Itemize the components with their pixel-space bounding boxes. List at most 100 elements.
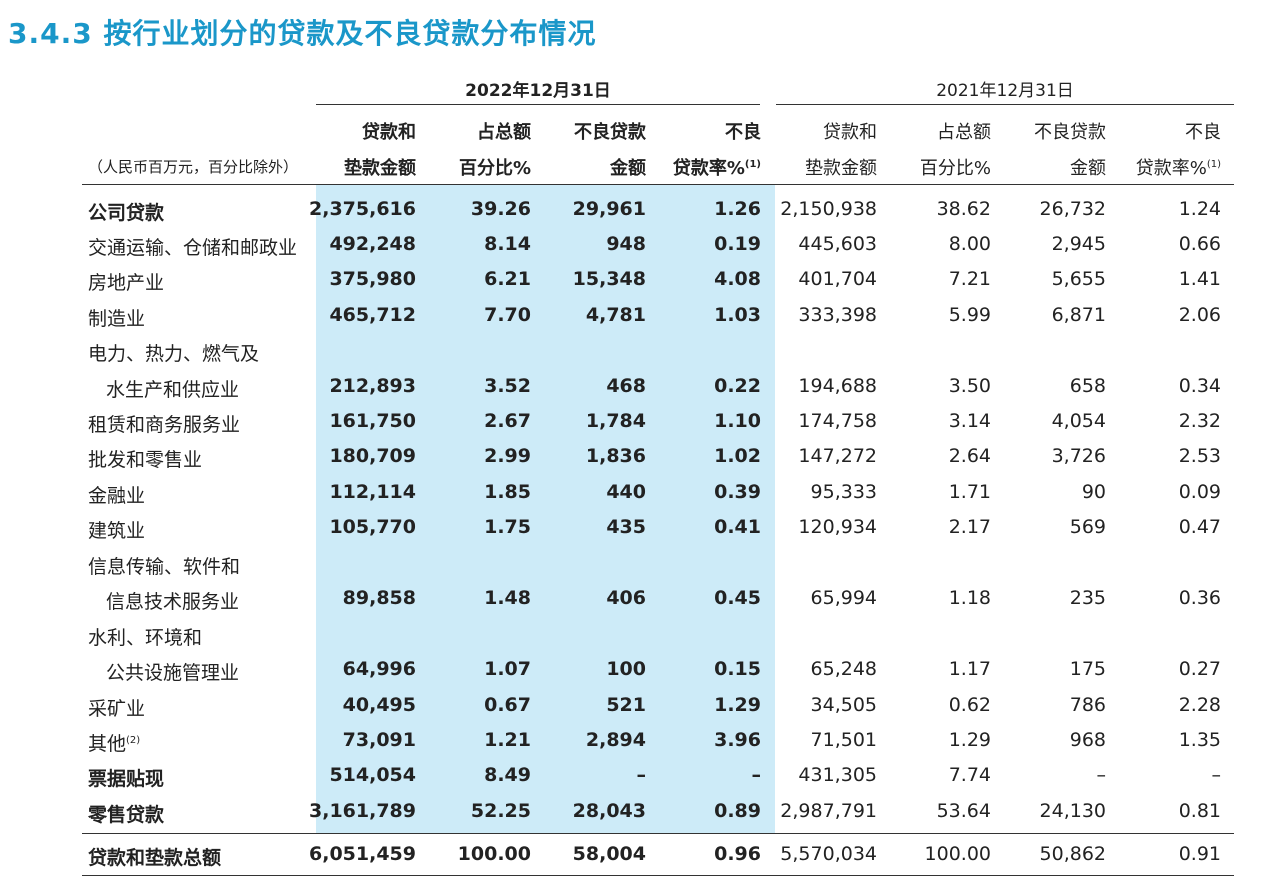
column-header-2021-2-line2: 百分比% bbox=[919, 158, 991, 179]
cell-2021-col4: 1.35 bbox=[1178, 729, 1221, 751]
row-label: 制造业 bbox=[88, 308, 146, 330]
row-label: 信息技术服务业 bbox=[106, 591, 240, 613]
cell-2021-col2: 1.29 bbox=[948, 729, 991, 751]
column-header-2022-2-line2: 百分比% bbox=[458, 158, 531, 179]
cell-2021-col1: 401,704 bbox=[798, 268, 877, 290]
row-label: 房地产业 bbox=[88, 272, 165, 294]
table-row: 水利、环境和 bbox=[0, 621, 1266, 651]
cell-2022-col1: 89,858 bbox=[342, 587, 416, 609]
cell-2021-col1: 65,248 bbox=[810, 658, 877, 680]
cell-2021-col2: 5.99 bbox=[948, 304, 991, 326]
table-row: 交通运输、仓储和邮政业 492,248 8.14 948 0.19 445,603 8.00… bbox=[0, 231, 1266, 261]
cell-2022-col4: 0.41 bbox=[714, 516, 761, 538]
cell-2021-col3: 6,871 bbox=[1051, 304, 1106, 326]
cell-2022-col2: 39.26 bbox=[470, 198, 531, 220]
row-label: 票据贴现 bbox=[88, 768, 165, 790]
column-header-2022-3-line2: 金额 bbox=[610, 158, 646, 179]
cell-2021-col4: 0.09 bbox=[1178, 481, 1221, 503]
table-row: 信息传输、软件和 bbox=[0, 550, 1266, 580]
cell-2022-col2: 6.21 bbox=[484, 268, 531, 290]
cell-2022-col3: 1,836 bbox=[585, 445, 646, 467]
cell-2021-col3: – bbox=[1096, 764, 1107, 786]
cell-2021-col3: 2,945 bbox=[1051, 233, 1106, 255]
table-row: 公司贷款 2,375,616 39.26 29,961 1.26 2,150,938 38.… bbox=[0, 196, 1266, 226]
rule-total bbox=[82, 833, 1234, 834]
highlight-2022-columns bbox=[316, 184, 775, 834]
cell-2022-col4: 1.26 bbox=[714, 198, 761, 220]
cell-2022-col1: 40,495 bbox=[342, 694, 416, 716]
table-row: 制造业 465,712 7.70 4,781 1.03 333,398 5.99 6,871 2… bbox=[0, 302, 1266, 332]
rule-bottom bbox=[82, 875, 1234, 876]
cell-2021-col3: 658 bbox=[1069, 375, 1106, 397]
table-row: 房地产业 375,980 6.21 15,348 4.08 401,704 7.21 5,65… bbox=[0, 266, 1266, 296]
rule-2022 bbox=[316, 104, 760, 105]
cell-2022-col3: 4,781 bbox=[585, 304, 646, 326]
page-title: 3.4.3 按行业划分的贷款及不良贷款分布情况 bbox=[8, 17, 597, 50]
cell-2021-col1: 194,688 bbox=[798, 375, 877, 397]
cell-2022-col4: – bbox=[751, 764, 762, 786]
cell-2021-col4: 2.28 bbox=[1178, 694, 1221, 716]
cell-2022-col2: 1.21 bbox=[484, 729, 531, 751]
cell-2022-col3: 2,894 bbox=[585, 729, 646, 751]
cell-2021-col1: 120,934 bbox=[798, 516, 877, 538]
table-row: 公共设施管理业 64,996 1.07 100 0.15 65,248 1.17 175 0.2… bbox=[0, 656, 1266, 686]
footnote-marker: (2) bbox=[126, 735, 141, 746]
cell-2022-col3: 948 bbox=[606, 233, 646, 255]
cell-2022-col4: 1.03 bbox=[714, 304, 761, 326]
cell-2021-col4: 2.06 bbox=[1178, 304, 1221, 326]
table-row: 建筑业 105,770 1.75 435 0.41 120,934 2.17 569 0.47 bbox=[0, 514, 1266, 544]
table-row: 贷款和垫款总额 6,051,459 100.00 58,004 0.96 5,570,03… bbox=[0, 841, 1266, 871]
cell-2021-col4: 2.53 bbox=[1178, 445, 1221, 467]
cell-2022-col1: 465,712 bbox=[329, 304, 416, 326]
cell-2022-col3: 15,348 bbox=[572, 268, 646, 290]
cell-2021-col2: 100.00 bbox=[924, 843, 991, 865]
cell-2021-col3: 90 bbox=[1081, 481, 1106, 503]
cell-2021-col2: 3.50 bbox=[948, 375, 991, 397]
cell-2022-col3: 29,961 bbox=[572, 198, 646, 220]
cell-2022-col2: 3.52 bbox=[484, 375, 531, 397]
row-label: 交通运输、仓储和邮政业 bbox=[88, 237, 298, 259]
row-label: 水生产和供应业 bbox=[106, 379, 240, 401]
column-header-2022-3-line1: 不良贷款 bbox=[574, 122, 646, 143]
row-label: 零售贷款 bbox=[88, 804, 165, 826]
column-header-2022-1-line2: 垫款金额 bbox=[344, 158, 416, 179]
cell-2021-col4: – bbox=[1211, 764, 1222, 786]
cell-2021-col3: 235 bbox=[1069, 587, 1106, 609]
cell-2021-col1: 333,398 bbox=[798, 304, 877, 326]
cell-2022-col1: 514,054 bbox=[329, 764, 416, 786]
cell-2021-col1: 34,505 bbox=[810, 694, 877, 716]
cell-2022-col2: 1.48 bbox=[484, 587, 531, 609]
cell-2021-col3: 24,130 bbox=[1039, 800, 1106, 822]
cell-2021-col1: 445,603 bbox=[798, 233, 877, 255]
cell-2021-col2: 2.17 bbox=[948, 516, 991, 538]
row-label: 水利、环境和 bbox=[88, 627, 203, 649]
cell-2022-col4: 3.96 bbox=[714, 729, 761, 751]
cell-2022-col4: 0.45 bbox=[714, 587, 761, 609]
row-label: 租赁和商务服务业 bbox=[88, 414, 241, 436]
cell-2021-col1: 65,994 bbox=[810, 587, 877, 609]
cell-2022-col1: 3,161,789 bbox=[309, 800, 416, 822]
cell-2021-col4: 0.81 bbox=[1178, 800, 1221, 822]
column-header-2022-4-line1: 不良 bbox=[725, 122, 761, 143]
unit-note: （人民币百万元，百分比除外） bbox=[88, 158, 299, 176]
cell-2022-col1: 105,770 bbox=[329, 516, 416, 538]
cell-2022-col2: 2.67 bbox=[484, 410, 531, 432]
cell-2021-col2: 2.64 bbox=[948, 445, 991, 467]
cell-2021-col3: 26,732 bbox=[1039, 198, 1106, 220]
cell-2022-col1: 161,750 bbox=[329, 410, 416, 432]
cell-2021-col2: 53.64 bbox=[936, 800, 991, 822]
footnote-marker: (1) bbox=[744, 159, 761, 170]
cell-2022-col1: 375,980 bbox=[329, 268, 416, 290]
column-header-2021-1-line2: 垫款金额 bbox=[805, 158, 877, 179]
cell-2022-col2: 0.67 bbox=[484, 694, 531, 716]
cell-2021-col2: 0.62 bbox=[948, 694, 991, 716]
cell-2021-col3: 786 bbox=[1069, 694, 1106, 716]
cell-2022-col3: 440 bbox=[606, 481, 646, 503]
column-header-2021-1-line1: 贷款和 bbox=[823, 122, 877, 143]
cell-2022-col3: 435 bbox=[606, 516, 646, 538]
year-2021-header: 2021年12月31日 bbox=[936, 81, 1074, 101]
cell-2021-col2: 1.17 bbox=[948, 658, 991, 680]
cell-2022-col4: 0.22 bbox=[714, 375, 761, 397]
cell-2021-col4: 0.36 bbox=[1178, 587, 1221, 609]
table-row: 电力、热力、燃气及 bbox=[0, 337, 1266, 367]
